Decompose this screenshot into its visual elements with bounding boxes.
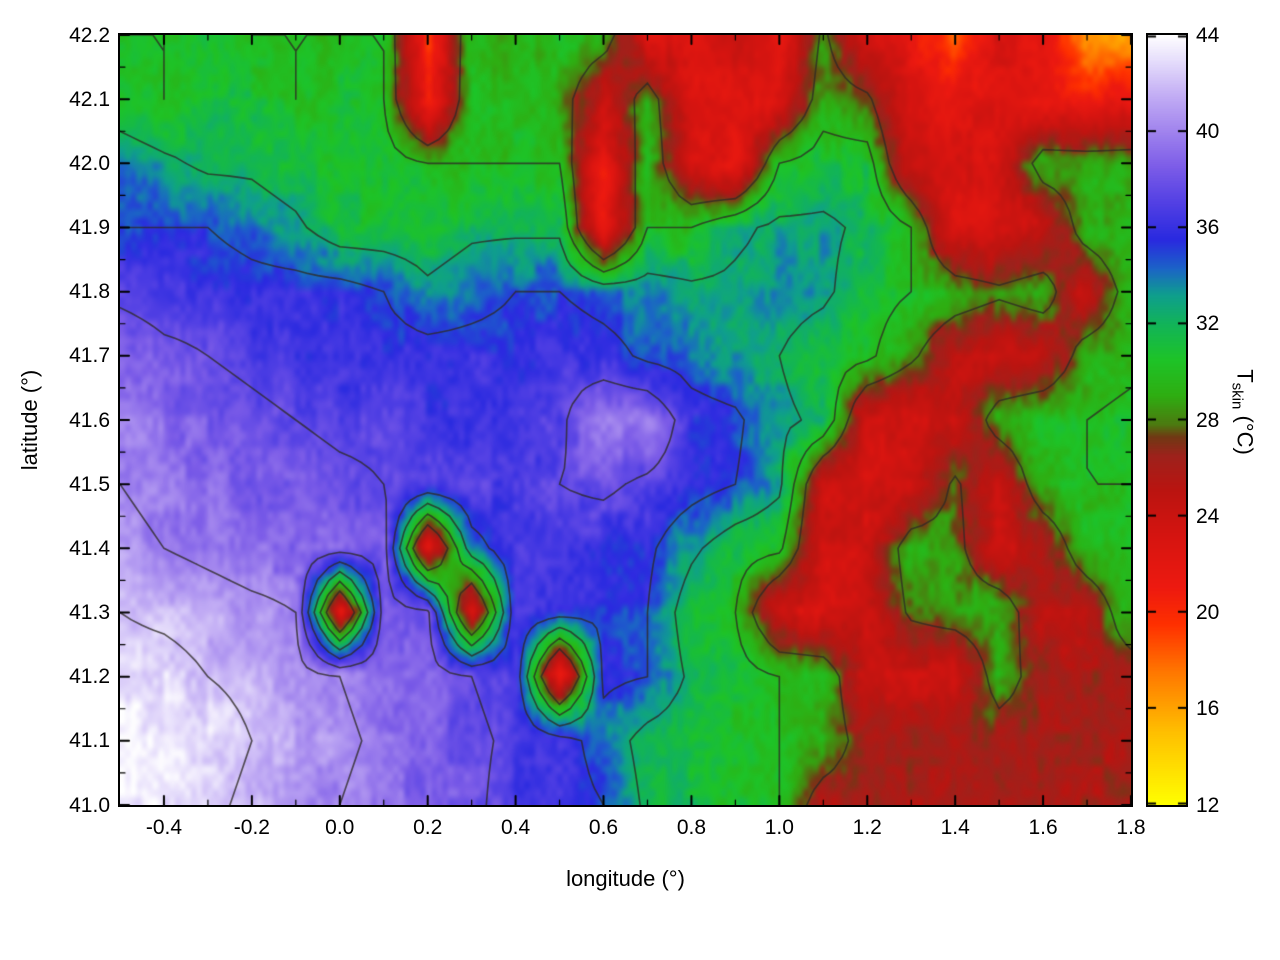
y-tick-label: 42.1	[69, 87, 110, 111]
y-tick-label: 41.7	[69, 344, 110, 368]
colorbar-canvas	[1148, 35, 1186, 805]
y-tick-label: 41.6	[69, 408, 110, 432]
x-tick-label: 1.6	[1028, 816, 1058, 839]
colorbar-tick-label: 36	[1196, 216, 1220, 239]
y-tick-label: 41.8	[69, 280, 110, 304]
colorbar-tick-label: 16	[1196, 697, 1220, 721]
colorbar-tick-label: 44	[1196, 23, 1220, 47]
x-tick-label: 1.4	[940, 816, 970, 839]
x-tick-label: -0.2	[233, 816, 270, 839]
x-tick-label: -0.4	[145, 816, 183, 839]
colorbar-tick-label: 40	[1196, 119, 1220, 143]
y-tick-label: 42.2	[69, 23, 110, 47]
colorbar-label-subscript: skin	[1228, 382, 1246, 410]
colorbar-label: Tskin (°C)	[1228, 369, 1257, 455]
x-tick-label: 0.0	[325, 816, 355, 839]
colorbar-tick-label: 20	[1196, 601, 1220, 624]
y-tick-label: 41.2	[69, 665, 110, 689]
y-tick-label: 41.0	[69, 793, 110, 817]
y-axis-label: latitude (°)	[17, 369, 42, 471]
plot-frame	[118, 33, 1133, 807]
x-axis-label: longitude (°)	[566, 866, 685, 891]
colorbar-label-symbol: T	[1232, 369, 1258, 383]
colorbar-tick-label: 32	[1196, 312, 1220, 336]
x-tick-label: 0.4	[500, 816, 531, 839]
y-tick-label: 41.1	[69, 729, 110, 753]
x-tick-label: 0.6	[588, 816, 619, 839]
y-tick-label: 41.3	[69, 601, 110, 624]
colorbar-tick-label: 12	[1196, 793, 1220, 817]
colorbar-tick-label: 24	[1196, 504, 1220, 528]
y-tick-label: 42.0	[69, 151, 110, 175]
colorbar-frame	[1146, 33, 1188, 807]
colorbar-label-unit: (°C)	[1232, 409, 1258, 455]
y-tick-label: 41.4	[69, 536, 110, 560]
x-tick-label: 1.8	[1116, 816, 1146, 839]
y-tick-label: 41.9	[69, 216, 110, 239]
x-tick-label: 1.0	[764, 816, 794, 839]
x-tick-label: 1.2	[852, 816, 882, 839]
x-tick-label: 0.8	[676, 816, 707, 839]
x-tick-label: 0.2	[413, 816, 443, 839]
y-tick-label: 41.5	[69, 472, 110, 496]
colorbar-tick-label: 28	[1196, 408, 1220, 432]
heatmap-canvas	[120, 35, 1131, 805]
